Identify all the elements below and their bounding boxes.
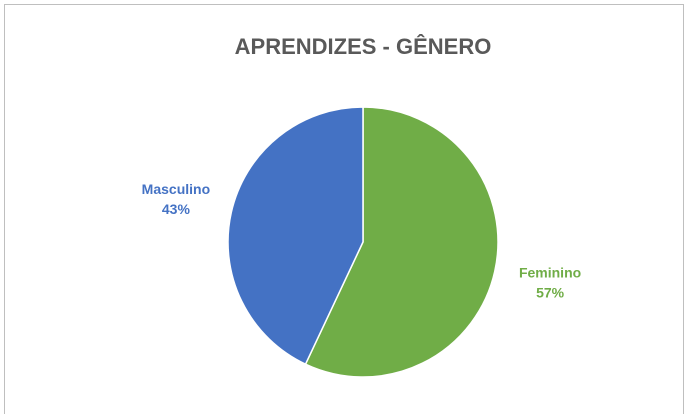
slice-value-label: 57% (536, 285, 565, 301)
slice-value-label: 43% (162, 201, 191, 217)
pie-slice (304, 106, 499, 378)
slice-category-label: Masculino (142, 181, 210, 197)
chart-title: APRENDIZES - GÊNERO (235, 34, 492, 59)
pie-slice (227, 106, 364, 366)
slice-category-label: Feminino (519, 265, 581, 281)
